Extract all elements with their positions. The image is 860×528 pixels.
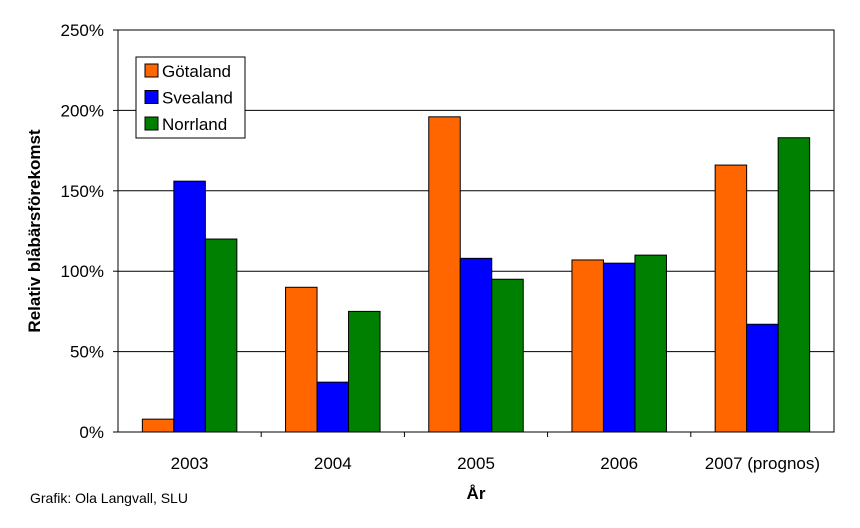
y-tick-label: 50% <box>70 343 104 362</box>
legend-swatch-norrland <box>144 116 159 131</box>
legend: Götaland Svealand Norrland <box>135 56 246 139</box>
bars <box>141 116 811 433</box>
legend-label-norrland: Norrland <box>162 115 227 134</box>
y-tick-label: 200% <box>61 101 104 120</box>
bar-götaland-2004 <box>285 286 318 433</box>
x-axis-title: År <box>467 484 486 503</box>
bar-norrland-2007 <box>777 137 811 433</box>
bar-svealand-2007 <box>746 323 779 433</box>
x-axis-ticks: 2003 2004 2005 2006 2007 (prognos) <box>171 432 820 473</box>
credit-text: Grafik: Ola Langvall, SLU <box>30 490 188 506</box>
legend-label-svealand: Svealand <box>162 89 233 108</box>
bar-götaland-2006 <box>571 259 604 433</box>
bar-norrland-2004 <box>348 310 381 433</box>
bar-götaland-2003 <box>141 418 175 433</box>
bar-götaland-2007 <box>714 164 748 433</box>
legend-swatch-svealand <box>144 90 159 104</box>
y-axis-ticks: 0% 50% 100% 150% 200% 250% <box>61 21 118 442</box>
bar-svealand-2004 <box>316 381 350 433</box>
x-tick-label: 2006 <box>600 454 638 473</box>
y-tick-label: 0% <box>79 423 104 442</box>
bar-götaland-2005 <box>428 116 461 433</box>
bar-norrland-2006 <box>634 254 667 433</box>
bar-svealand-2003 <box>173 180 206 433</box>
y-tick-label: 250% <box>61 21 104 40</box>
bar-norrland-2003 <box>204 238 238 433</box>
legend-label-götaland: Götaland <box>162 62 231 81</box>
x-tick-label: 2007 (prognos) <box>705 454 820 473</box>
bar-svealand-2005 <box>459 257 493 433</box>
x-tick-label: 2004 <box>314 454 352 473</box>
bar-norrland-2005 <box>491 278 524 433</box>
x-tick-label: 2003 <box>171 454 209 473</box>
legend-swatch-götaland <box>144 63 159 78</box>
y-tick-label: 100% <box>61 262 104 281</box>
x-tick-label: 2005 <box>457 454 495 473</box>
bar-svealand-2006 <box>602 262 636 433</box>
y-tick-label: 150% <box>61 182 104 201</box>
y-axis-title: Relativ blåbärsförekomst <box>25 129 44 332</box>
